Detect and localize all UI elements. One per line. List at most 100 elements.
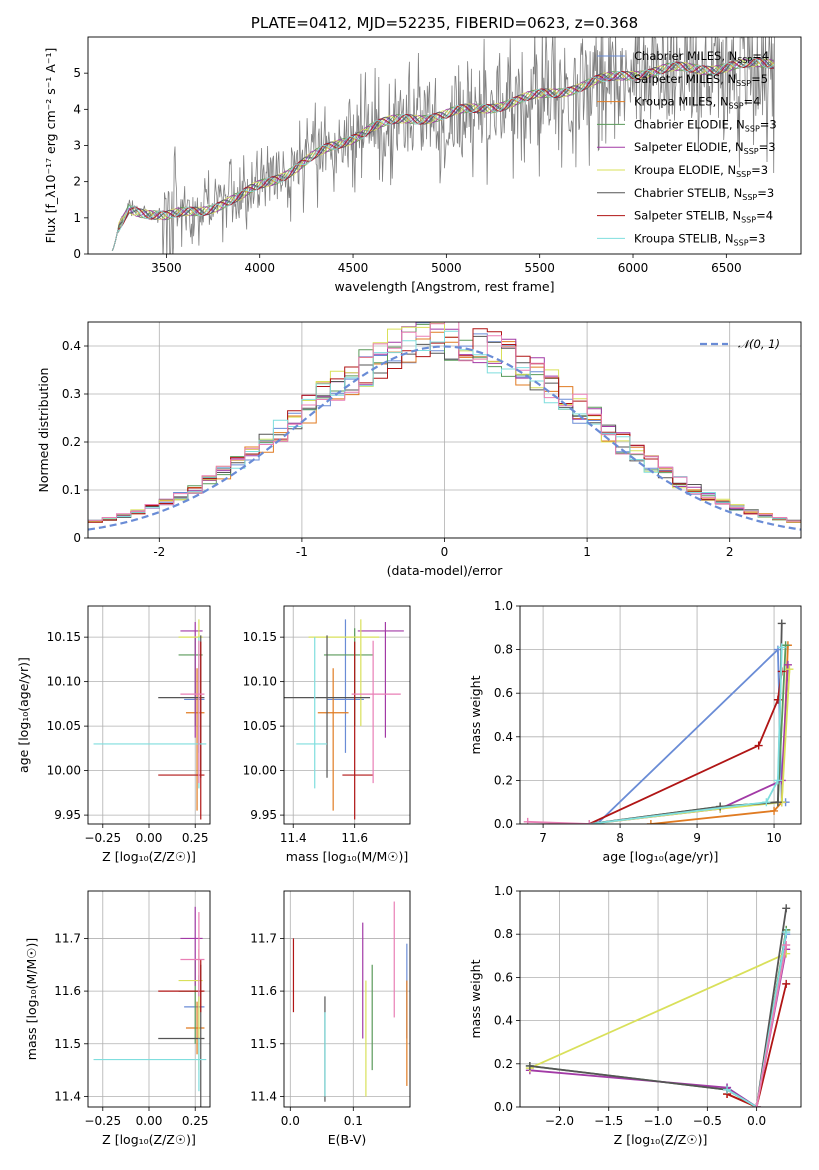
x-tick-label: 6500 [711, 261, 742, 275]
y-tick-label: 11.7 [54, 931, 81, 945]
panel-residuals: -2 -1 0 1 2 0 0.1 0.2 0.3 0.4 (data-model)/error No… [36, 321, 802, 578]
legend-entry: Salpeter STELIB, NSSP=4 [634, 209, 773, 225]
mass-weight-point [773, 798, 782, 807]
y-tick-label: 10.15 [47, 630, 81, 644]
y-tick-label: 1 [73, 211, 81, 225]
y-axis-label: mass weight [468, 675, 483, 754]
model-line [111, 57, 775, 251]
legend-entry: Salpeter ELODIE, NSSP=3 [634, 140, 776, 156]
model-line [111, 57, 775, 251]
x-tick-label: −0.5 [693, 1114, 722, 1128]
panel-massweight_vs_age: 7 8 9 10 0.0 0.2 0.4 0.6 0.8 1.0 age [log₁₀(age/yr… [468, 599, 802, 864]
panel-mass_vs_Z: −0.25 0.00 0.25 11.4 11.5 11.6 11.7 Z [log₁₀(Z/… [24, 890, 211, 1147]
x-tick-label: 0.0 [747, 1114, 766, 1128]
y-tick-label: 11.4 [250, 1089, 277, 1103]
y-tick-label: 11.4 [54, 1089, 81, 1103]
x-tick-label: −1.0 [643, 1114, 672, 1128]
y-tick-label: 0.0 [494, 817, 513, 831]
x-tick-label: 10 [766, 831, 781, 845]
mass-weight-point [777, 619, 786, 628]
axes-frame [87, 605, 211, 825]
axes-frame [283, 890, 411, 1108]
y-axis-label: Normed distribution [36, 368, 51, 493]
plot-area-massweight_vs_age [520, 606, 801, 824]
y-tick-label: 11.6 [54, 984, 81, 998]
mass-weight-point [782, 904, 791, 913]
mass-weight-line [589, 647, 783, 824]
x-tick-label: −1.5 [594, 1114, 623, 1128]
x-tick-label: 2 [726, 545, 734, 559]
y-tick-label: 10.05 [47, 719, 81, 733]
y-tick-label: 0.4 [494, 730, 513, 744]
axes-frame [519, 605, 802, 825]
axes-frame [87, 890, 211, 1108]
x-axis-label: wavelength [Angstrom, rest frame] [334, 279, 554, 294]
y-tick-label: 10.15 [243, 630, 277, 644]
x-tick-label: 4500 [338, 261, 369, 275]
y-tick-label: 4 [73, 102, 81, 116]
axes-frame [87, 321, 802, 539]
y-tick-label: 11.5 [250, 1037, 277, 1051]
mass-weight-line [755, 944, 788, 1107]
x-tick-label: -2 [153, 545, 165, 559]
x-tick-label: 0 [441, 545, 449, 559]
model-line [111, 57, 775, 251]
x-tick-label: 0.0 [281, 1114, 300, 1128]
mass-weight-point [762, 798, 771, 807]
y-tick-label: 5 [73, 66, 81, 80]
y-tick-label: 0.4 [494, 1014, 513, 1028]
mass-weight-point [716, 802, 725, 811]
x-tick-label: 5000 [431, 261, 462, 275]
x-tick-label: 6000 [618, 261, 649, 275]
plot-area-spectrum [111, 37, 775, 254]
y-tick-label: 10.05 [243, 719, 277, 733]
observed-spectrum [111, 37, 775, 254]
y-tick-label: 2 [73, 175, 81, 189]
normal-curve [88, 345, 801, 531]
mass-weight-point [523, 817, 532, 824]
y-axis-label: age [log₁₀(age/yr)] [16, 657, 31, 773]
mass-weight-point [783, 660, 792, 669]
x-axis-label: E(B-V) [328, 1132, 367, 1147]
mass-weight-point [777, 643, 786, 652]
plot-area-mass_vs_EBV [284, 891, 410, 1107]
legend-entry: Chabrier STELIB, NSSP=3 [634, 186, 774, 202]
legend: Chabrier MILES, NSSP=4 Salpeter MILES, NS… [597, 49, 777, 247]
panel-massweight_vs_Z: −2.0 −1.5 −1.0 −0.5 0.0 0.0 0.2 0.4 0.6 0.8 1.0 Z [… [468, 884, 802, 1147]
legend-entry: Salpeter MILES, NSSP=5 [634, 72, 768, 88]
x-axis-label: mass [log₁₀(M/M☉)] [286, 849, 408, 864]
y-tick-label: 0.2 [494, 773, 513, 787]
x-tick-label: 7 [539, 831, 547, 845]
x-axis-label: age [log₁₀(age/yr)] [603, 849, 719, 864]
x-axis-label: Z [log₁₀(Z/Z☉)] [102, 849, 196, 864]
y-tick-label: 1.0 [494, 884, 513, 898]
mass-weight-point [773, 776, 782, 785]
legend-entry: Kroupa ELODIE, NSSP=3 [634, 163, 768, 179]
legend-entry: Chabrier ELODIE, NSSP=3 [634, 117, 777, 133]
y-tick-label: 0.8 [494, 643, 513, 657]
mass-weight-point [723, 1085, 732, 1094]
y-tick-label: 10.10 [243, 675, 277, 689]
y-tick-label: 0 [73, 531, 81, 545]
axes-frame [283, 605, 411, 825]
y-tick-label: 0.2 [62, 435, 81, 449]
x-axis-label: (data-model)/error [387, 563, 504, 578]
plot-area-residuals [88, 322, 801, 538]
y-tick-label: 0.6 [494, 970, 513, 984]
x-tick-label: 1 [583, 545, 591, 559]
y-tick-label: 11.6 [250, 984, 277, 998]
y-tick-label: 10.00 [47, 764, 81, 778]
panel-spectrum: 3500 4000 4500 5000 5500 6000 6500 0 1 2 3 4 5 wavele… [43, 14, 802, 294]
axes-frame [519, 890, 802, 1108]
legend-entry: 𝒩(0, 1) [738, 337, 780, 351]
x-axis-label: Z [log₁₀(Z/Z☉)] [614, 1132, 708, 1147]
mass-weight-line [650, 645, 789, 824]
plot-area-massweight_vs_Z [520, 891, 801, 1107]
mass-weight-point [646, 820, 655, 824]
mass-weight-point [785, 665, 794, 674]
y-tick-label: 11.5 [54, 1037, 81, 1051]
y-tick-label: 1.0 [494, 599, 513, 613]
y-tick-label: 0.8 [494, 927, 513, 941]
x-tick-label: 3500 [151, 261, 182, 275]
